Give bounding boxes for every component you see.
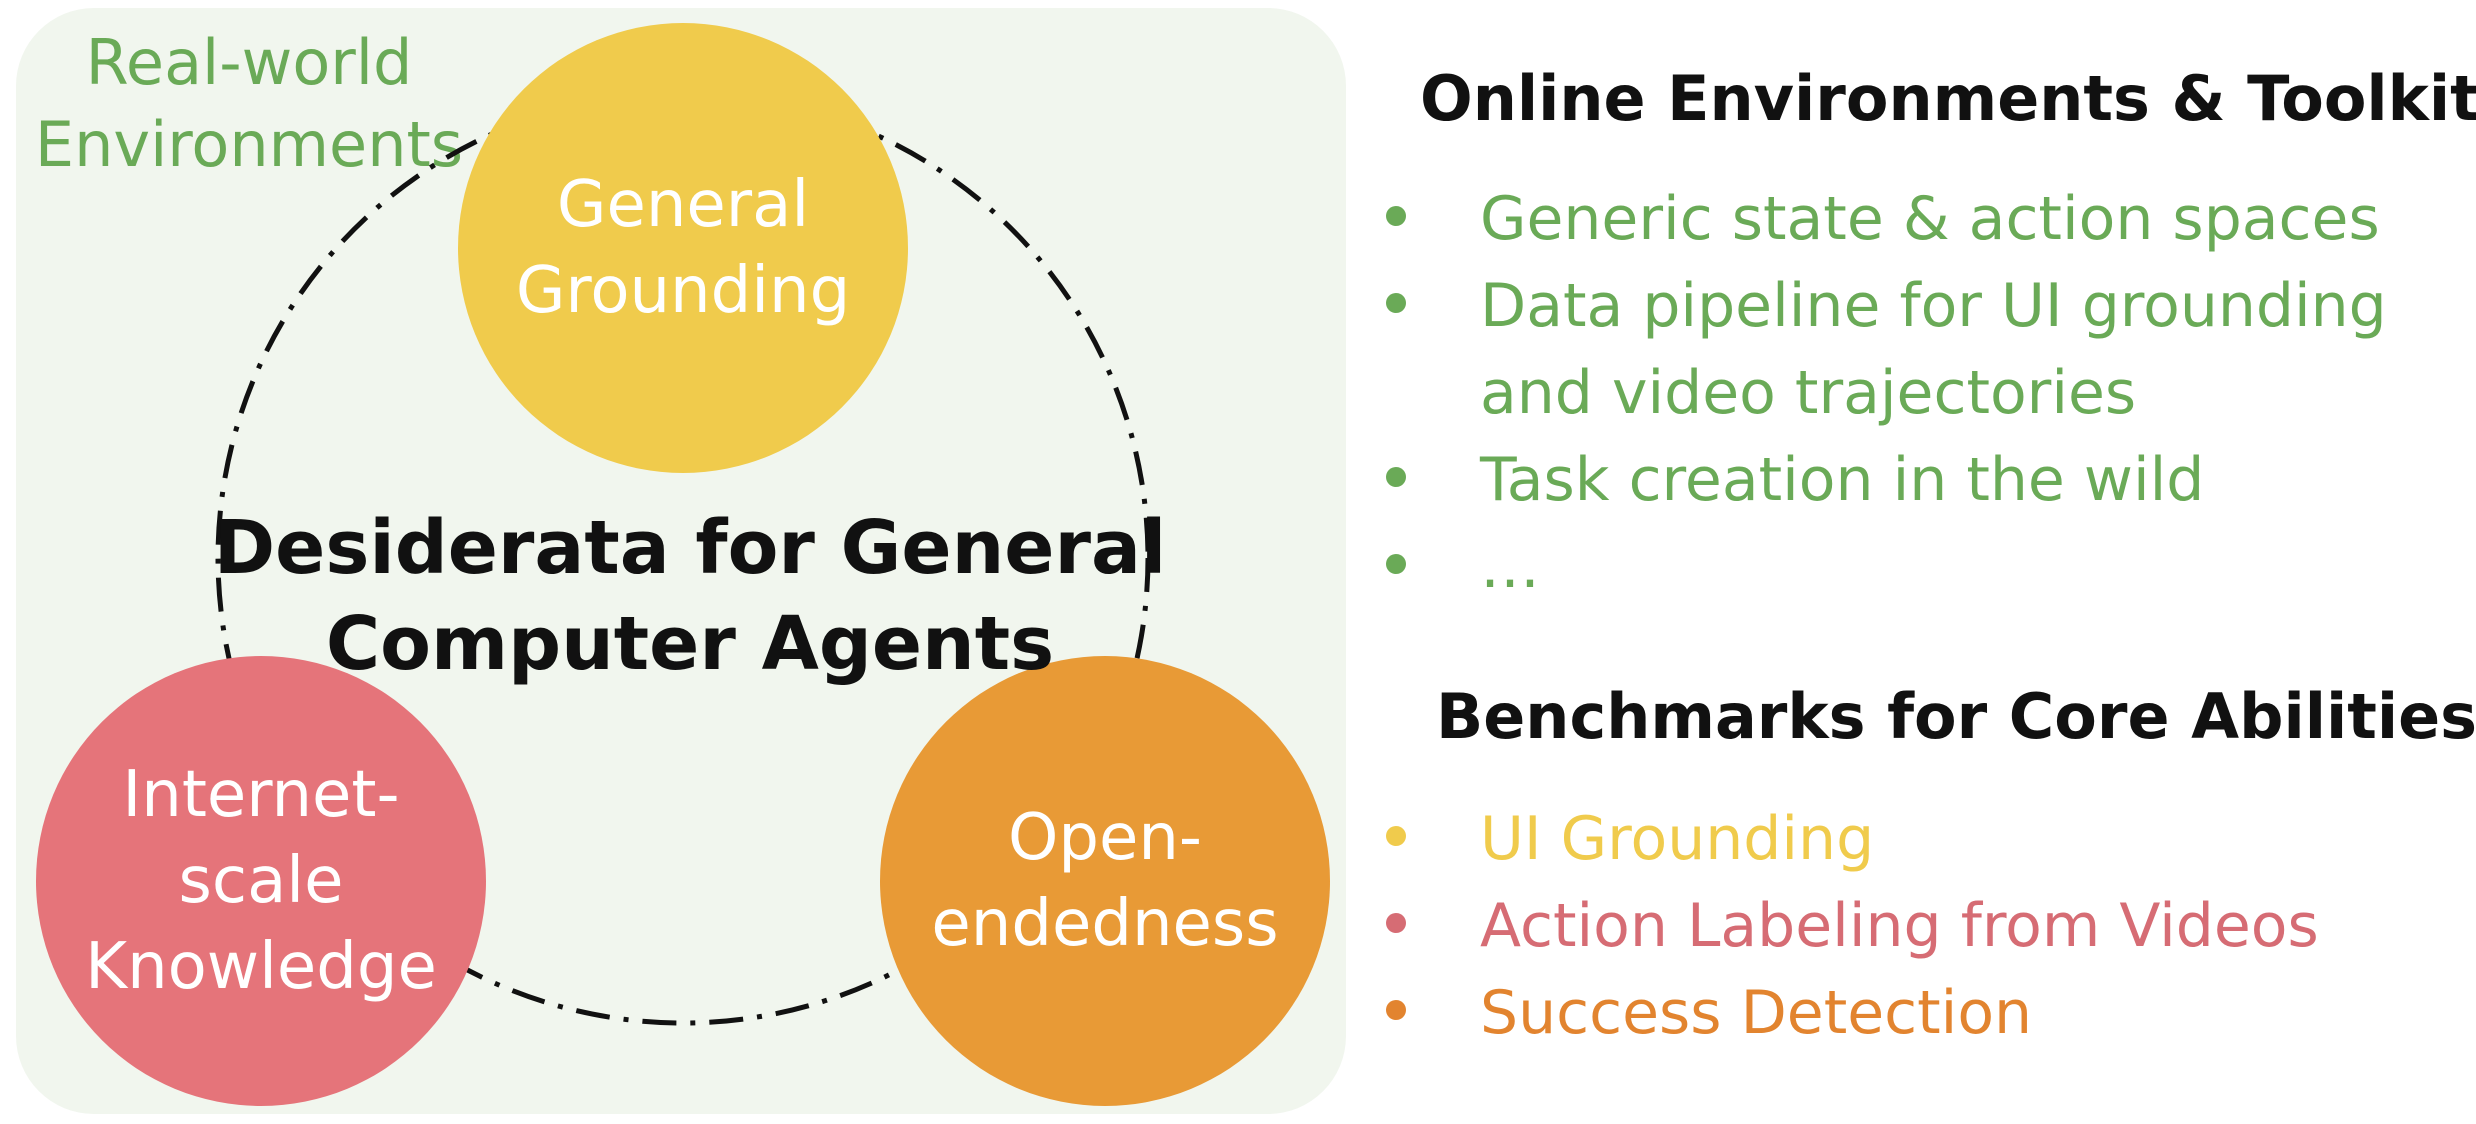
list-item-text: UI Grounding (1480, 804, 1875, 874)
general-grounding-node: General Grounding (458, 23, 908, 473)
bullet-icon (1386, 206, 1406, 226)
list-item: … (1386, 524, 2387, 611)
bullet-icon (1386, 293, 1406, 313)
real-world-environments-label: Real-world Environments (34, 26, 464, 181)
general-grounding-label: General Grounding (515, 168, 851, 328)
list-item-text: … (1480, 532, 1540, 602)
open-endedness-node: Open- endedness (880, 656, 1330, 1106)
list-item-text: Success Detection (1480, 978, 2033, 1048)
list-item: Success Detection (1386, 970, 2319, 1057)
list-item: Generic state & action spaces (1386, 176, 2387, 263)
benchmarks-list: UI Grounding Action Labeling from Videos… (1386, 796, 2319, 1057)
list-item: Data pipeline for UI grounding and video… (1386, 263, 2387, 437)
online-environments-title: Online Environments & Toolkits (1420, 62, 2476, 135)
list-item: Task creation in the wild (1386, 437, 2387, 524)
bullet-icon (1386, 826, 1406, 846)
internet-scale-knowledge-node: Internet- scale Knowledge (36, 656, 486, 1106)
dash-dot-cycle (215, 90, 1151, 1026)
online-environments-list: Generic state & action spaces Data pipel… (1386, 176, 2387, 611)
list-item-text: Task creation in the wild (1480, 445, 2205, 515)
list-item-text: Action Labeling from Videos (1480, 891, 2319, 961)
list-item-text: Data pipeline for UI grounding and video… (1480, 271, 2387, 428)
bullet-icon (1386, 913, 1406, 933)
benchmarks-title: Benchmarks for Core Abilities (1436, 680, 2476, 753)
open-endedness-label: Open- endedness (931, 801, 1279, 961)
list-item: Action Labeling from Videos (1386, 883, 2319, 970)
desiderata-title: Desiderata for General Computer Agents (213, 505, 1167, 687)
internet-scale-knowledge-label: Internet- scale Knowledge (85, 758, 437, 1004)
bullet-icon (1386, 467, 1406, 487)
bullet-icon (1386, 1000, 1406, 1020)
list-item-text: Generic state & action spaces (1480, 184, 2380, 254)
list-item: UI Grounding (1386, 796, 2319, 883)
bullet-icon (1386, 554, 1406, 574)
